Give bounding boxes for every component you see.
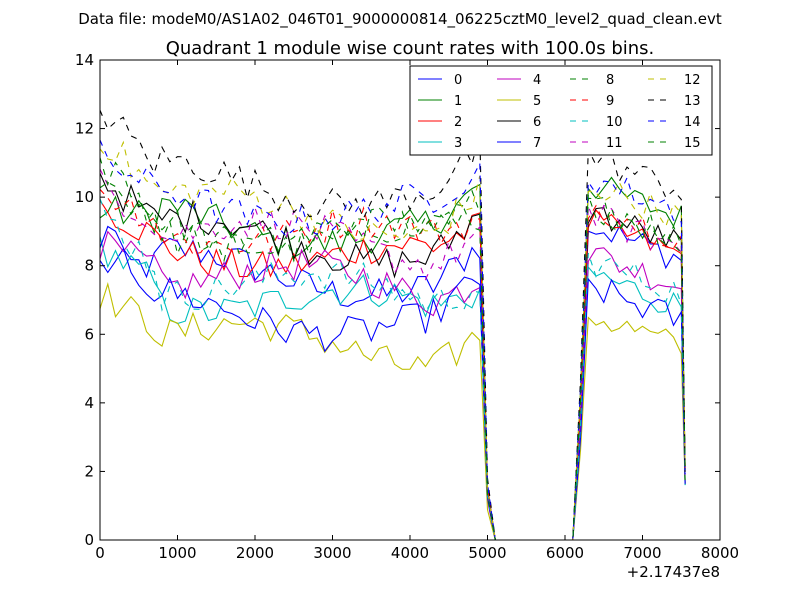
series-line-9 <box>100 189 686 540</box>
series-line-3 <box>100 236 686 540</box>
legend-label-1: 1 <box>454 94 462 109</box>
y-tick-label: 0 <box>84 531 94 549</box>
y-tick-label: 12 <box>75 120 94 138</box>
legend-label-6: 6 <box>533 115 541 130</box>
series-line-4 <box>100 230 686 540</box>
series-line-6 <box>100 172 686 540</box>
legend-label-11: 11 <box>606 136 623 151</box>
series-line-8 <box>100 181 686 540</box>
x-tick-label: 0 <box>95 544 105 562</box>
series-group <box>100 109 686 540</box>
series-line-14 <box>100 139 686 540</box>
legend-label-4: 4 <box>533 73 541 88</box>
legend-label-5: 5 <box>533 94 541 109</box>
x-tick-label: 4000 <box>391 544 429 562</box>
y-tick-label: 2 <box>84 462 94 480</box>
series-line-11 <box>100 168 686 540</box>
series-line-15 <box>100 157 686 540</box>
y-tick-label: 4 <box>84 394 94 412</box>
x-tick-label: 8000 <box>701 544 739 562</box>
legend-label-13: 13 <box>684 94 701 109</box>
legend-label-15: 15 <box>684 136 701 151</box>
series-line-2 <box>100 200 686 540</box>
legend-box <box>409 65 713 156</box>
legend-label-3: 3 <box>454 136 462 151</box>
legend-label-0: 0 <box>454 73 462 88</box>
legend-label-8: 8 <box>606 73 614 88</box>
x-tick-label: 2000 <box>236 544 274 562</box>
series-line-5 <box>100 282 686 540</box>
x-tick-label: 5000 <box>468 544 506 562</box>
chart-suptitle: Data file: modeM0/AS1A02_046T01_90000008… <box>78 10 722 29</box>
chart-title: Quadrant 1 module wise count rates with … <box>166 38 655 59</box>
x-offset-label: +2.17437e8 <box>627 563 720 581</box>
y-tick-label: 8 <box>84 257 94 275</box>
axis-layer: 0 1000 2000 3000 4000 5000 6000 7000 80000246810… <box>75 51 739 562</box>
series-line-7 <box>100 225 686 540</box>
series-line-10 <box>100 198 686 540</box>
x-tick-label: 1000 <box>158 544 196 562</box>
legend-label-10: 10 <box>606 115 623 130</box>
series-line-12 <box>100 140 686 540</box>
legend-label-9: 9 <box>606 94 614 109</box>
x-tick-label: 7000 <box>623 544 661 562</box>
x-tick-label: 6000 <box>546 544 584 562</box>
y-tick-label: 6 <box>84 325 94 343</box>
x-tick-label: 3000 <box>313 544 351 562</box>
y-tick-label: 10 <box>75 188 94 206</box>
legend-label-12: 12 <box>684 73 701 88</box>
legend-label-7: 7 <box>533 136 541 151</box>
legend-label-14: 14 <box>684 115 701 130</box>
legend-label-2: 2 <box>454 115 462 130</box>
plot-layer <box>100 109 686 540</box>
y-tick-label: 14 <box>75 51 94 69</box>
